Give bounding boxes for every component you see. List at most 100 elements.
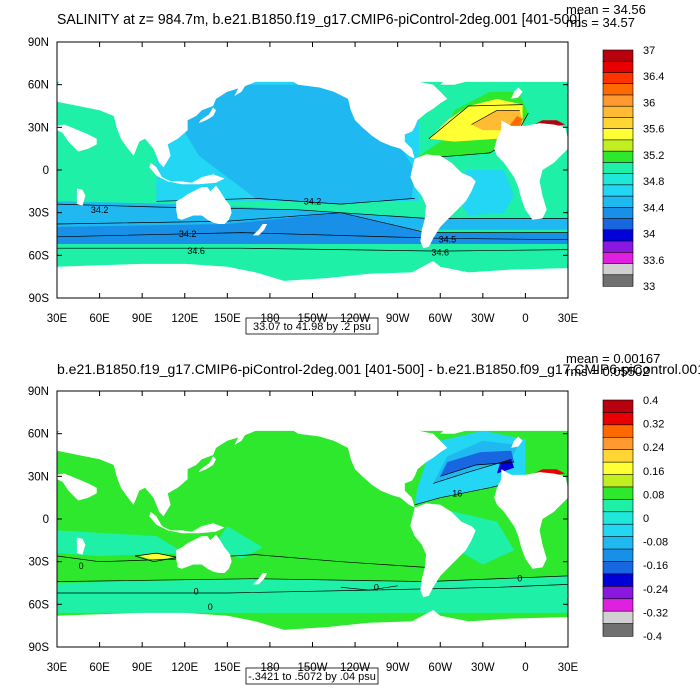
colorbar-swatch (602, 424, 634, 438)
contour-label: 16 (452, 488, 462, 498)
colorbar-label: 35.2 (643, 150, 664, 162)
map-field (57, 391, 568, 647)
land-uk (511, 87, 523, 99)
x-tick-label: 150W (297, 313, 327, 325)
colorbar-label: 34 (643, 229, 655, 241)
colorbar-label: 0.24 (643, 442, 664, 454)
colorbar-swatch (602, 548, 634, 563)
land-arabia (57, 473, 97, 501)
colorbar-label: -0.16 (643, 560, 668, 572)
range-label-box (245, 317, 379, 335)
colorbar-label: 0.08 (643, 489, 664, 501)
y-tick-label: 0 (43, 165, 49, 177)
colorbar-swatch (602, 449, 634, 463)
range-label-box (245, 667, 379, 685)
land-samerica (410, 154, 476, 249)
colorbar-swatch (602, 94, 634, 107)
y-tick-label: 90S (29, 293, 50, 305)
x-tick-label: 0 (522, 662, 528, 674)
contour-label: 34.2 (304, 196, 322, 206)
field-southern-deep (57, 212, 568, 244)
contour-line (340, 585, 398, 591)
y-tick-label: 90N (28, 37, 49, 49)
land-eurasia (57, 59, 285, 168)
contour-label: 0 (374, 582, 379, 592)
land-madagascar (76, 188, 86, 206)
map-field (57, 42, 568, 298)
colorbar-swatch (602, 474, 634, 488)
colorbar-swatch (602, 128, 634, 141)
contour-label: 0 (517, 574, 522, 584)
colorbar-label: 0.16 (643, 466, 664, 478)
stat-mean: mean = 34.56 (566, 2, 646, 17)
colorbar-label: 36.4 (643, 71, 664, 83)
x-tick-label: 60W (428, 313, 452, 325)
stat-mean: mean = 0.00167 (566, 351, 660, 366)
panel-1: 30E 60E 90E 120E 150E 180 150W 120W 90W 60W 30W 0 30… (28, 2, 664, 335)
land-antarctica (57, 610, 568, 647)
contour-label: 34.5 (439, 235, 457, 245)
colorbar-swatch (602, 218, 634, 231)
x-tick-label: 90W (386, 662, 410, 674)
colorbar-swatch (602, 139, 634, 152)
colorbar-swatch (602, 523, 634, 538)
x-tick-label: 120W (340, 313, 370, 325)
colorbar-swatch (602, 240, 634, 253)
field-natl-red (508, 116, 523, 128)
contour-line (57, 212, 568, 233)
land-namerica (284, 67, 448, 159)
contour-line (471, 109, 520, 125)
contour-label: 34.2 (91, 205, 109, 215)
colorbar-swatch (602, 263, 634, 276)
land-madagascar (76, 537, 86, 555)
contour-label: 34.6 (431, 247, 449, 257)
y-tick-label: 60S (29, 250, 50, 262)
colorbar-swatch (602, 598, 634, 612)
stat-rms: rms = 0.05502 (566, 364, 649, 379)
x-tick-label: 0 (522, 313, 528, 325)
y-tick-label: 60N (28, 429, 49, 441)
colorbar-label: -0.4 (643, 631, 662, 643)
colorbar-label: 37 (643, 45, 655, 57)
colorbar-swatch (602, 229, 634, 242)
colorbar-swatch (602, 511, 634, 525)
land-namerica (284, 416, 448, 508)
colorbar-label: 35.6 (643, 124, 664, 136)
land-greenland (433, 401, 497, 434)
colorbar-swatch (602, 399, 634, 414)
x-tick-label: 90E (132, 662, 153, 674)
colorbar-label: 34.8 (643, 176, 664, 188)
x-tick-label: 120E (171, 313, 198, 325)
x-tick-label: 30E (558, 313, 579, 325)
land-greenland (433, 52, 497, 85)
colorbar: 0.4 0.32 0.24 0.16 0.08 0 -0.08 -0.16 -0.24 -0.32… (602, 395, 668, 643)
contour-label: 34.6 (187, 246, 205, 256)
colorbar-swatch (602, 195, 634, 208)
y-tick-label: 0 (43, 514, 49, 526)
land-newzealand (252, 224, 268, 236)
colorbar-swatch (602, 184, 634, 197)
y-tick-label: 90N (28, 386, 49, 398)
land-samerica (410, 503, 476, 598)
colorbar-swatch (602, 60, 634, 74)
field-indian-yellow (139, 553, 174, 561)
land-japan (198, 456, 216, 473)
colorbar-label: 33 (643, 281, 655, 293)
land-kamchatka (234, 84, 246, 96)
y-tick-label: 30S (29, 557, 50, 569)
x-tick-label: 180 (260, 313, 279, 325)
land-arabia (57, 124, 97, 152)
panel-2: 30E 60E 90E 120E 150E 180 150W 120W 90W 60W 30W 0 30… (28, 351, 700, 685)
colorbar-label: 36 (643, 97, 655, 109)
range-label: -.3421 to .5072 by .04 psu (248, 671, 376, 683)
colorbar-swatch (602, 412, 634, 426)
land-indonesia (149, 511, 225, 534)
field-natl-yellow (428, 98, 523, 142)
colorbar-swatch (602, 610, 634, 625)
contour-label: 0 (79, 561, 84, 571)
contour-line (57, 232, 568, 241)
x-tick-label: 60E (89, 662, 110, 674)
plot-title: SALINITY at z= 984.7m, b.e21.B1850.f19_g… (57, 12, 581, 28)
colorbar-swatch (602, 436, 634, 451)
y-tick-label: 30S (29, 208, 50, 220)
